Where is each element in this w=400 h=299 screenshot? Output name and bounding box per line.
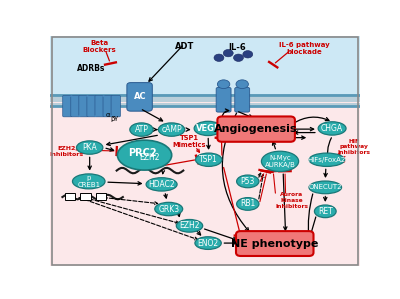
Text: EZH2: EZH2	[179, 221, 200, 230]
Text: Beta
Blockers: Beta Blockers	[82, 40, 116, 54]
FancyBboxPatch shape	[71, 95, 80, 117]
Text: GRK3: GRK3	[158, 205, 179, 213]
Text: EZH2: EZH2	[139, 153, 160, 162]
Text: p
CREB1: p CREB1	[77, 175, 100, 188]
Ellipse shape	[262, 151, 299, 172]
Text: HIF
pathway
Inhibitors: HIF pathway Inhibitors	[337, 138, 370, 155]
Ellipse shape	[72, 174, 105, 189]
Ellipse shape	[76, 141, 103, 154]
Text: α: α	[106, 112, 110, 118]
Ellipse shape	[146, 178, 177, 191]
Ellipse shape	[195, 237, 221, 249]
Text: N-Myc
AURKA/B: N-Myc AURKA/B	[264, 155, 296, 168]
FancyBboxPatch shape	[50, 36, 360, 96]
Ellipse shape	[130, 123, 153, 136]
Ellipse shape	[309, 181, 342, 194]
Text: ADRBs: ADRBs	[77, 64, 106, 73]
Text: HIFs/FoxA2: HIFs/FoxA2	[308, 157, 346, 163]
Ellipse shape	[196, 153, 222, 167]
Text: ATP: ATP	[134, 125, 148, 134]
Text: ONECUT2: ONECUT2	[308, 184, 342, 190]
Ellipse shape	[158, 123, 185, 136]
Ellipse shape	[237, 175, 259, 188]
Ellipse shape	[318, 122, 346, 135]
FancyBboxPatch shape	[235, 87, 250, 112]
Text: IL-6 pathway
blockade: IL-6 pathway blockade	[279, 42, 330, 55]
Text: EZH2
Inhibitors: EZH2 Inhibitors	[49, 146, 83, 157]
Ellipse shape	[314, 205, 336, 218]
Text: NE phenotype: NE phenotype	[231, 239, 318, 248]
Text: TSP1: TSP1	[199, 155, 218, 164]
Text: P53: P53	[240, 177, 255, 186]
Text: PKA: PKA	[82, 143, 97, 152]
FancyBboxPatch shape	[79, 95, 88, 117]
Ellipse shape	[237, 198, 259, 210]
FancyBboxPatch shape	[127, 83, 152, 111]
FancyBboxPatch shape	[50, 96, 360, 266]
FancyBboxPatch shape	[218, 117, 295, 142]
Ellipse shape	[118, 140, 172, 170]
Text: Angiogenesis: Angiogenesis	[214, 124, 298, 134]
FancyBboxPatch shape	[95, 95, 104, 117]
Ellipse shape	[218, 80, 230, 89]
Ellipse shape	[155, 202, 183, 216]
Text: cAMP: cAMP	[161, 125, 182, 134]
Ellipse shape	[194, 121, 222, 135]
Text: RET: RET	[318, 207, 333, 216]
Text: RB1: RB1	[240, 199, 256, 208]
Circle shape	[214, 54, 224, 61]
FancyBboxPatch shape	[80, 193, 91, 200]
Text: TSP1
Mimetics: TSP1 Mimetics	[172, 135, 206, 148]
Text: PRC2: PRC2	[128, 148, 157, 158]
FancyBboxPatch shape	[216, 87, 231, 112]
FancyBboxPatch shape	[103, 95, 112, 117]
Text: IL-6: IL-6	[229, 43, 246, 52]
Text: β: β	[110, 116, 114, 122]
FancyBboxPatch shape	[111, 95, 120, 117]
Ellipse shape	[236, 80, 248, 89]
Circle shape	[223, 49, 233, 57]
Text: γ: γ	[114, 115, 118, 120]
Text: ENO2: ENO2	[198, 239, 219, 248]
FancyBboxPatch shape	[63, 95, 72, 117]
FancyBboxPatch shape	[96, 193, 106, 200]
Text: Aurora
Kinase
Inhibitors: Aurora Kinase Inhibitors	[275, 192, 308, 209]
FancyBboxPatch shape	[87, 95, 96, 117]
Ellipse shape	[176, 219, 203, 232]
Text: HDAC2: HDAC2	[148, 180, 175, 189]
Text: AC: AC	[134, 92, 146, 101]
Text: VEGF: VEGF	[196, 124, 220, 133]
FancyBboxPatch shape	[236, 231, 314, 256]
Text: CHGA: CHGA	[321, 124, 343, 133]
Ellipse shape	[309, 153, 345, 167]
Text: ADT: ADT	[174, 42, 194, 51]
Circle shape	[234, 54, 244, 61]
FancyBboxPatch shape	[64, 193, 75, 200]
Circle shape	[243, 51, 253, 58]
